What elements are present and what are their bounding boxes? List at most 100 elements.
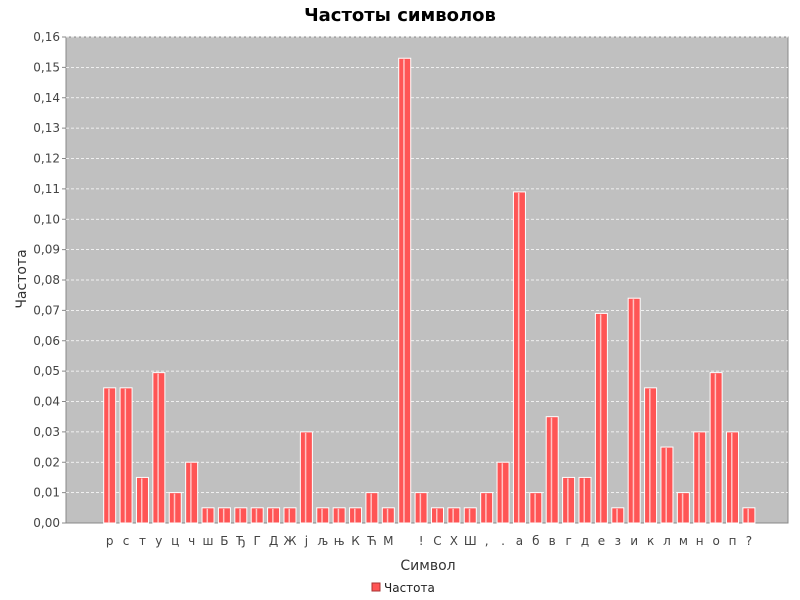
y-axis-label: Частота: [14, 249, 30, 308]
x-tick-label: о: [712, 534, 719, 548]
y-tick-label: 0,06: [33, 334, 60, 348]
x-tick-label: Д: [269, 534, 278, 548]
x-tick-label: е: [598, 534, 605, 548]
y-tick-label: 0,14: [33, 91, 60, 105]
x-tick-label: ?: [746, 534, 752, 548]
y-tick-label: 0,00: [33, 516, 60, 530]
bar-highlight: [419, 493, 422, 523]
x-tick-label: Ш: [464, 534, 477, 548]
y-tick-label: 0,04: [33, 395, 60, 409]
legend-swatch: [371, 582, 381, 592]
bar-highlight: [731, 432, 733, 523]
x-tick-label: љ: [317, 534, 328, 548]
bar-highlight: [354, 508, 356, 523]
bar-highlight: [632, 299, 635, 523]
x-tick-label: њ: [334, 534, 345, 548]
y-tick-label: 0,07: [33, 303, 60, 317]
x-tick-label: ч: [188, 534, 195, 548]
x-tick-label: ,: [485, 534, 489, 548]
x-tick-label: с: [123, 534, 130, 548]
x-tick-label: Б: [220, 534, 228, 548]
x-tick-label: п: [729, 534, 737, 548]
bar-highlight: [206, 508, 209, 523]
bar-highlight: [616, 508, 618, 523]
x-tick-label: Х: [450, 534, 458, 548]
bar-highlight: [255, 508, 258, 523]
x-tick-label: К: [351, 534, 360, 548]
y-tick-label: 0,15: [33, 60, 60, 74]
x-tick-label: Г: [254, 534, 261, 548]
legend-label: Частота: [384, 581, 435, 595]
bars: [103, 57, 756, 524]
y-tick-label: 0,09: [33, 243, 60, 257]
x-tick-label: ш: [203, 534, 214, 548]
legend: Частота: [371, 581, 435, 595]
y-axis-ticks: 0,00 0,01 0,02 0,03 0,04 0,05 0,06 0,07 0,08 0,09…: [33, 30, 66, 530]
bar-highlight: [714, 373, 717, 523]
y-tick-label: 0,10: [33, 212, 60, 226]
bar-highlight: [108, 388, 110, 523]
y-tick-label: 0,08: [33, 273, 60, 287]
y-tick-label: 0,16: [33, 30, 60, 44]
x-tick-label: .: [501, 534, 505, 548]
bar-highlight: [124, 388, 127, 523]
x-tick-label: ј: [304, 534, 308, 548]
x-tick-label: б: [532, 534, 539, 548]
x-tick-label: и: [630, 534, 638, 548]
y-tick-label: 0,12: [33, 152, 60, 166]
x-tick-label: !: [419, 534, 424, 548]
x-tick-label: а: [516, 534, 523, 548]
bar-highlight: [534, 493, 536, 523]
bar-highlight: [386, 508, 389, 523]
y-tick-label: 0,03: [33, 425, 60, 439]
y-tick-label: 0,01: [33, 486, 60, 500]
bar-highlight: [501, 463, 504, 523]
bar-highlight: [567, 478, 569, 523]
x-tick-label: к: [647, 534, 654, 548]
bar-highlight: [272, 508, 274, 523]
bar-highlight: [173, 493, 176, 523]
bar-highlight: [599, 314, 602, 523]
bar-highlight: [583, 478, 586, 523]
x-tick-label: М: [383, 534, 393, 548]
bar-highlight: [517, 192, 520, 523]
x-tick-label: ц: [171, 534, 179, 548]
x-tick-label: г: [565, 534, 571, 548]
bar-highlight: [288, 508, 290, 523]
plot-area: 0,00 0,01 0,02 0,03 0,04 0,05 0,06 0,07 0,08 0,09…: [33, 30, 789, 548]
y-tick-label: 0,13: [33, 121, 60, 135]
bar-highlight: [403, 59, 405, 523]
y-tick-label: 0,02: [33, 455, 60, 469]
bar-highlight: [665, 448, 667, 523]
x-tick-label: л: [663, 534, 671, 548]
y-tick-label: 0,05: [33, 364, 60, 378]
bar-highlight: [747, 508, 749, 523]
bar-highlight: [337, 508, 340, 523]
bar-highlight: [468, 508, 471, 523]
x-tick-label: д: [581, 534, 589, 548]
bar-highlight: [550, 417, 553, 523]
x-tick-label: м: [679, 534, 688, 548]
chart-title: Частоты символов: [304, 5, 496, 26]
x-axis-label: Символ: [400, 558, 455, 574]
bar-highlight: [649, 388, 651, 523]
bar-highlight: [222, 508, 225, 523]
x-tick-label: Ћ: [366, 534, 376, 548]
bar-highlight: [239, 508, 241, 523]
x-tick-label: н: [696, 534, 704, 548]
y-tick-label: 0,11: [33, 182, 60, 196]
bar-highlight: [370, 493, 372, 523]
bar-highlight: [304, 432, 307, 523]
x-tick-label: в: [549, 534, 556, 548]
bar-highlight: [435, 508, 438, 523]
x-tick-label: С: [433, 534, 441, 548]
x-tick-label: Ђ: [235, 534, 245, 548]
bar-highlight: [157, 373, 159, 523]
bar-highlight: [452, 508, 454, 523]
x-tick-label: р: [106, 534, 114, 548]
bar-highlight: [190, 463, 192, 523]
x-tick-label: т: [139, 534, 146, 548]
x-tick-label: у: [155, 534, 162, 548]
